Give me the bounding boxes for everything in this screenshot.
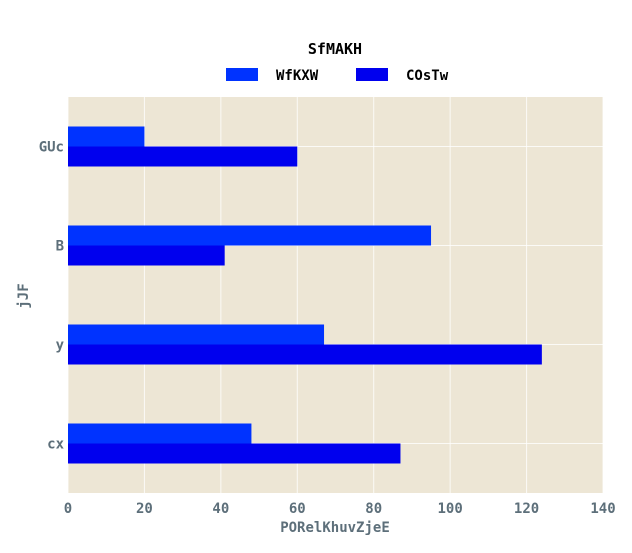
x-axis-ticks: 0 20 40 60 80 100 120 140	[64, 501, 616, 517]
legend-label: WfKXW	[276, 68, 319, 84]
y-tick-label: B	[56, 239, 64, 255]
bar-COsTw-y	[68, 344, 542, 365]
chart-title: SfMAKH	[308, 40, 362, 58]
legend-swatch	[226, 68, 258, 81]
bar-COsTw-GUc	[68, 146, 298, 167]
x-tick-label: 40	[212, 501, 229, 517]
x-tick-label: 80	[365, 501, 382, 517]
x-tick-label: 0	[64, 501, 72, 517]
bars	[68, 126, 542, 464]
bar-WfKXW-y	[68, 324, 325, 345]
x-tick-label: 60	[289, 501, 306, 517]
y-tick-label: y	[56, 338, 65, 354]
bar-COsTw-cx	[68, 443, 401, 464]
legend-label: COsTw	[406, 68, 449, 84]
x-tick-label: 20	[136, 501, 153, 517]
x-tick-label: 140	[590, 501, 615, 517]
y-axis-label: jJF	[16, 283, 32, 308]
x-tick-label: 120	[514, 501, 539, 517]
x-tick-label: 100	[437, 501, 462, 517]
bar-COsTw-B	[68, 245, 225, 266]
y-tick-label: GUc	[39, 140, 64, 156]
legend-swatch	[356, 68, 388, 81]
bar-WfKXW-B	[68, 225, 432, 246]
bar-WfKXW-cx	[68, 423, 252, 444]
y-axis-ticks: GUc By cx	[39, 140, 65, 453]
legend: WfKXW COsTw	[226, 68, 449, 84]
x-axis-label: PORelKhuvZjeE	[280, 520, 390, 536]
bar-WfKXW-GUc	[68, 126, 145, 147]
y-tick-label: cx	[47, 437, 64, 453]
